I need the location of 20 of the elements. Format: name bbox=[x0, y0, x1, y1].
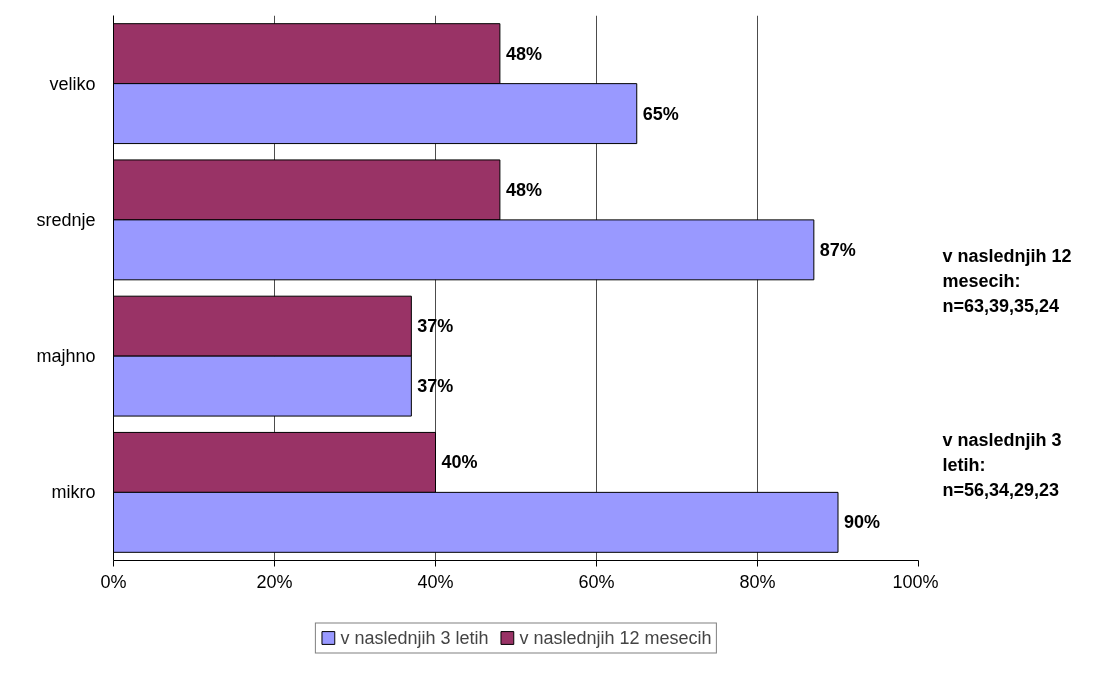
y-tick-label: veliko bbox=[49, 73, 96, 94]
x-tick-label: 80% bbox=[739, 571, 776, 592]
x-tick-label: 40% bbox=[417, 571, 454, 592]
y-tick-label: majhno bbox=[36, 346, 96, 367]
data-label: 90% bbox=[844, 512, 881, 533]
x-tick-label: 20% bbox=[256, 571, 293, 592]
data-label: 65% bbox=[642, 103, 679, 124]
y-tick-label: mikro bbox=[51, 482, 96, 503]
text: v naslednjih 12 mesecih: n=63,39,35,24 bbox=[942, 246, 1072, 317]
x-tick-label: 0% bbox=[100, 571, 127, 592]
x-tick-label: 60% bbox=[578, 571, 615, 592]
data-label: 87% bbox=[819, 239, 856, 260]
data-label: 48% bbox=[505, 179, 542, 200]
y-tick-label: srednje bbox=[36, 209, 96, 230]
x-tick-label: 100% bbox=[892, 571, 939, 592]
data-label: 40% bbox=[441, 452, 478, 473]
legend-label: v naslednjih 12 mesecih bbox=[519, 627, 712, 648]
text: v naslednjih 3 letih: n=56,34,29,23 bbox=[942, 430, 1062, 501]
legend-label: v naslednjih 3 letih bbox=[340, 627, 489, 648]
data-label: 48% bbox=[505, 43, 542, 64]
